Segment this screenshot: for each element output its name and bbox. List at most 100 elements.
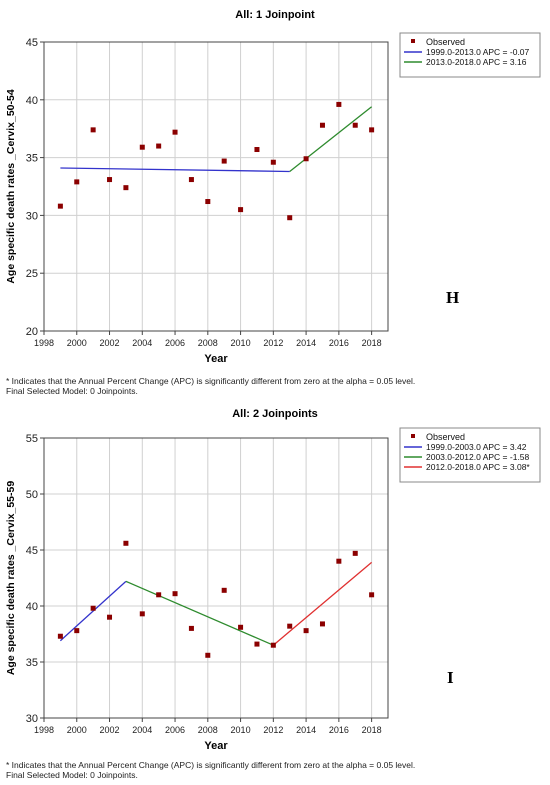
x-tick-label: 2018 [362, 338, 382, 348]
plot-frame [43, 437, 389, 719]
x-tick-label: 2010 [231, 338, 251, 348]
chart-i-svg: 1998 2000 2002 2004 2006 2008 2010 2012 2014 2016… [5, 427, 541, 752]
data-point [254, 641, 260, 647]
data-point [188, 625, 194, 631]
y-tick-label: 45 [26, 545, 38, 557]
y-tick-label: 25 [26, 268, 38, 280]
x-tick-label: 2004 [132, 725, 152, 735]
y-tick-label: 45 [26, 37, 38, 49]
data-point [123, 185, 129, 191]
footnote-line-2: Final Selected Model: 0 Joinpoints. [6, 770, 138, 780]
data-point [156, 592, 162, 598]
data-point [90, 605, 96, 611]
chart-h-svg: 1998 2000 2002 2004 2006 2008 2010 2012 2014 2016… [5, 32, 541, 365]
y-tick-label: 30 [26, 210, 38, 222]
data-point [221, 587, 227, 593]
x-tick-label: 2018 [362, 725, 382, 735]
data-point [107, 614, 113, 620]
x-axis-label: Year [204, 353, 228, 365]
data-point [74, 628, 80, 634]
data-point [270, 159, 276, 165]
data-point [238, 207, 244, 213]
data-point [172, 129, 178, 135]
data-point [205, 199, 211, 205]
data-point [303, 156, 309, 162]
data-point [156, 143, 162, 149]
data-point [139, 144, 145, 150]
x-tick-label: 2014 [296, 338, 316, 348]
data-point [352, 550, 358, 556]
trend-line [272, 561, 373, 646]
legend-marker-observed [411, 39, 415, 43]
data-point [57, 203, 63, 209]
data-point [238, 624, 244, 630]
panel-letter: H [446, 288, 460, 307]
data-point [221, 158, 227, 164]
data-point [287, 623, 293, 629]
y-tick-label: 50 [26, 489, 38, 501]
y-tick-label: 40 [26, 601, 38, 613]
x-tick-label: 2014 [296, 725, 316, 735]
x-tick-label: 2006 [165, 338, 185, 348]
data-point [336, 101, 342, 107]
plot-area [44, 438, 388, 718]
data-point [74, 179, 80, 185]
legend-box [399, 427, 541, 483]
y-tick-label: 30 [26, 713, 38, 725]
legend-box [399, 32, 541, 78]
y-axis-label: Age specific death rates _Cervix_55-59 [5, 481, 17, 676]
plot-area [44, 42, 388, 331]
data-point [287, 215, 293, 221]
legend-label-observed: Observed [426, 37, 465, 47]
footnote-line-1: * Indicates that the Annual Percent Chan… [6, 376, 416, 386]
x-tick-label: 2012 [263, 338, 283, 348]
trend-line [125, 580, 274, 646]
x-tick-label: 2008 [198, 725, 218, 735]
data-point [369, 127, 375, 133]
x-tick-label: 2016 [329, 338, 349, 348]
x-tick-label: 2000 [67, 725, 87, 735]
trend-line [289, 106, 373, 172]
panel-letter: I [447, 668, 454, 687]
legend-label-segment: 1999.0-2003.0 APC = 3.42 [426, 442, 527, 452]
legend-label-observed: Observed [426, 432, 465, 442]
x-tick-label: 2006 [165, 725, 185, 735]
footnote-line-2: Final Selected Model: 0 Joinpoints. [6, 386, 138, 396]
data-point [205, 652, 211, 658]
x-tick-label: 2004 [132, 338, 152, 348]
trend-line [59, 580, 127, 642]
data-point [139, 611, 145, 617]
data-point [303, 628, 309, 634]
y-axis-label: Age specific death rates _Cervix_50-54 [5, 89, 17, 284]
legend-label-segment: 1999.0-2013.0 APC = -0.07 [426, 47, 530, 57]
y-tick-label: 35 [26, 657, 38, 669]
footnote-line-1: * Indicates that the Annual Percent Chan… [6, 760, 416, 770]
data-point [319, 122, 325, 128]
y-tick-label: 40 [26, 95, 38, 107]
data-point [336, 558, 342, 564]
legend-label-segment: 2013.0-2018.0 APC = 3.16 [426, 57, 527, 67]
data-point [123, 540, 129, 546]
legend-label-segment: 2003.0-2012.0 APC = -1.58 [426, 452, 530, 462]
y-tick-label: 35 [26, 153, 38, 165]
legend-marker-observed [411, 434, 415, 438]
x-tick-label: 2016 [329, 725, 349, 735]
data-point [90, 127, 96, 133]
data-point [188, 177, 194, 183]
data-point [319, 621, 325, 627]
data-point [270, 642, 276, 648]
data-point [352, 122, 358, 128]
data-point [254, 147, 260, 153]
x-axis-label: Year [204, 740, 228, 752]
plot-frame [43, 41, 389, 332]
x-tick-label: 2002 [100, 338, 120, 348]
x-tick-label: 2002 [100, 725, 120, 735]
data-point [172, 591, 178, 597]
x-tick-label: 2010 [231, 725, 251, 735]
y-tick-label: 55 [26, 433, 38, 445]
data-point [369, 592, 375, 598]
trend-line [60, 167, 290, 173]
y-tick-label: 20 [26, 326, 38, 338]
chart-panel-h: All: 1 Joinpoint 1998 2000 2002 2004 2006 200… [5, 9, 541, 396]
